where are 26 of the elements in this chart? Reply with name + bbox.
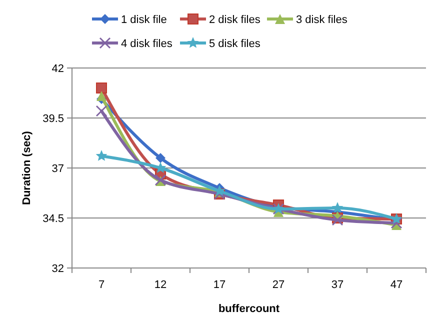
y-tick-label: 39.5 <box>42 112 64 125</box>
y-axis-title: Duration (sec) <box>21 130 33 205</box>
x-tick-label: 47 <box>390 279 403 291</box>
point <box>96 91 106 101</box>
x-tick-label: 12 <box>154 279 167 291</box>
y-tick-label: 32 <box>52 262 64 275</box>
point <box>96 105 108 117</box>
point <box>96 82 107 94</box>
legend-label: 3 disk files <box>296 14 348 26</box>
x-tick-label: 17 <box>213 279 226 291</box>
legend-label: 5 disk files <box>209 38 261 50</box>
y-tick-label: 34.5 <box>42 212 64 225</box>
point <box>156 153 166 163</box>
point <box>390 217 402 229</box>
y-tick-label: 37 <box>52 162 64 175</box>
x-tick-label: 37 <box>331 279 344 291</box>
point <box>332 214 344 226</box>
y-tick-label: 42 <box>52 62 64 75</box>
legend-label: 1 disk file <box>121 14 167 26</box>
point <box>96 150 108 161</box>
x-tick-label: 27 <box>272 279 285 291</box>
x-tick-label: 7 <box>98 279 105 291</box>
legend-label: 2 disk files <box>209 14 261 26</box>
legend-label: 4 disk files <box>121 38 173 50</box>
point <box>332 202 344 213</box>
x-axis-title: buffercount <box>218 303 280 315</box>
